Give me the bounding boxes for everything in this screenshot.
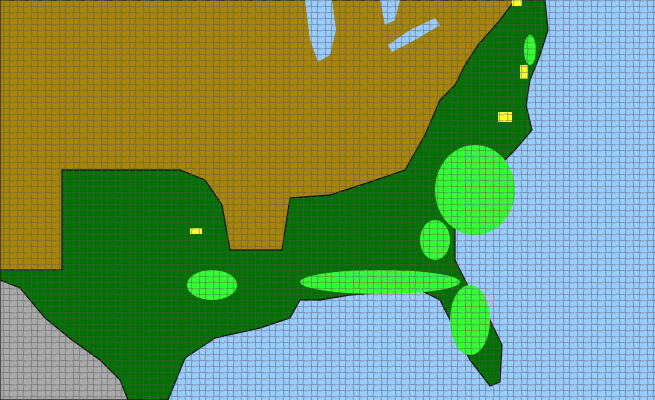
county-distribution-map — [0, 0, 655, 400]
county-lines — [0, 0, 655, 400]
